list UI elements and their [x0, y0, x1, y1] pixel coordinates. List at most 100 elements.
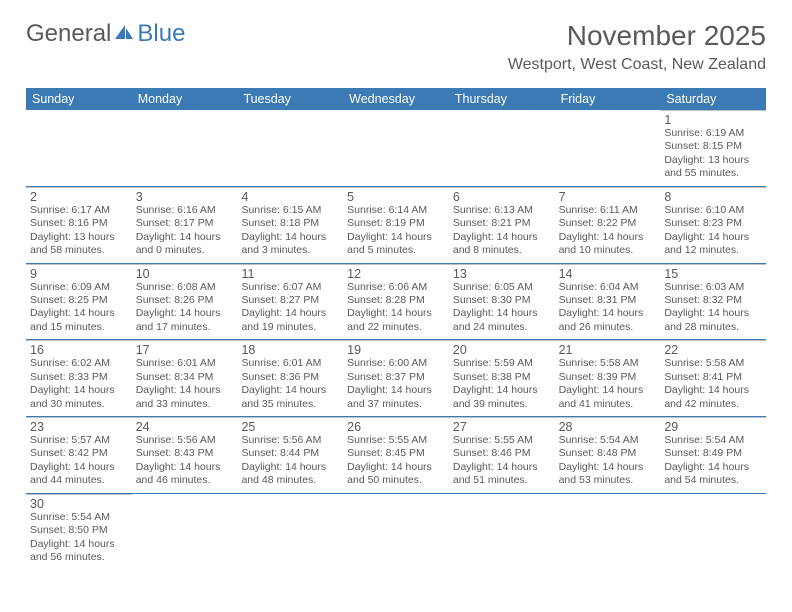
day-info: Sunrise: 6:01 AMSunset: 8:36 PMDaylight:…	[241, 357, 339, 411]
day-info: Sunrise: 5:58 AMSunset: 8:41 PMDaylight:…	[664, 357, 762, 411]
day-info: Sunrise: 6:15 AMSunset: 8:18 PMDaylight:…	[241, 204, 339, 258]
calendar-cell-empty	[449, 494, 555, 570]
day-info: Sunrise: 5:58 AMSunset: 8:39 PMDaylight:…	[559, 357, 657, 411]
calendar-cell-empty	[343, 494, 449, 570]
day-info: Sunrise: 6:01 AMSunset: 8:34 PMDaylight:…	[136, 357, 234, 411]
calendar-cell-empty	[660, 494, 766, 570]
weekday-header: Thursday	[449, 88, 555, 110]
day-info: Sunrise: 6:02 AMSunset: 8:33 PMDaylight:…	[30, 357, 128, 411]
day-info: Sunrise: 6:17 AMSunset: 8:16 PMDaylight:…	[30, 204, 128, 258]
calendar-cell: 20Sunrise: 5:59 AMSunset: 8:38 PMDayligh…	[449, 340, 555, 416]
day-number: 18	[241, 343, 339, 357]
day-number: 5	[347, 190, 445, 204]
day-number: 2	[30, 190, 128, 204]
day-number: 27	[453, 420, 551, 434]
day-number: 17	[136, 343, 234, 357]
day-info: Sunrise: 6:05 AMSunset: 8:30 PMDaylight:…	[453, 281, 551, 335]
calendar-cell: 28Sunrise: 5:54 AMSunset: 8:48 PMDayligh…	[555, 417, 661, 493]
calendar-week: 2Sunrise: 6:17 AMSunset: 8:16 PMDaylight…	[26, 187, 766, 264]
calendar-cell: 23Sunrise: 5:57 AMSunset: 8:42 PMDayligh…	[26, 417, 132, 493]
calendar-cell: 5Sunrise: 6:14 AMSunset: 8:19 PMDaylight…	[343, 187, 449, 263]
calendar-week: 9Sunrise: 6:09 AMSunset: 8:25 PMDaylight…	[26, 264, 766, 341]
calendar-cell: 8Sunrise: 6:10 AMSunset: 8:23 PMDaylight…	[660, 187, 766, 263]
day-info: Sunrise: 6:13 AMSunset: 8:21 PMDaylight:…	[453, 204, 551, 258]
day-info: Sunrise: 6:03 AMSunset: 8:32 PMDaylight:…	[664, 281, 762, 335]
day-info: Sunrise: 6:04 AMSunset: 8:31 PMDaylight:…	[559, 281, 657, 335]
weekday-header: Monday	[132, 88, 238, 110]
logo-text-1: General	[26, 20, 111, 48]
day-info: Sunrise: 5:56 AMSunset: 8:43 PMDaylight:…	[136, 434, 234, 488]
calendar-cell: 10Sunrise: 6:08 AMSunset: 8:26 PMDayligh…	[132, 264, 238, 340]
calendar-cell-empty	[26, 110, 132, 186]
weekday-header: Tuesday	[237, 88, 343, 110]
calendar-cell-empty	[132, 494, 238, 570]
day-info: Sunrise: 6:08 AMSunset: 8:26 PMDaylight:…	[136, 281, 234, 335]
day-info: Sunrise: 5:55 AMSunset: 8:45 PMDaylight:…	[347, 434, 445, 488]
day-number: 14	[559, 267, 657, 281]
calendar-cell: 15Sunrise: 6:03 AMSunset: 8:32 PMDayligh…	[660, 264, 766, 340]
calendar-cell: 7Sunrise: 6:11 AMSunset: 8:22 PMDaylight…	[555, 187, 661, 263]
day-info: Sunrise: 6:06 AMSunset: 8:28 PMDaylight:…	[347, 281, 445, 335]
day-number: 9	[30, 267, 128, 281]
calendar-cell: 18Sunrise: 6:01 AMSunset: 8:36 PMDayligh…	[237, 340, 343, 416]
calendar-cell: 2Sunrise: 6:17 AMSunset: 8:16 PMDaylight…	[26, 187, 132, 263]
day-info: Sunrise: 5:55 AMSunset: 8:46 PMDaylight:…	[453, 434, 551, 488]
day-number: 4	[241, 190, 339, 204]
calendar-cell: 17Sunrise: 6:01 AMSunset: 8:34 PMDayligh…	[132, 340, 238, 416]
day-info: Sunrise: 6:19 AMSunset: 8:15 PMDaylight:…	[664, 127, 762, 181]
calendar-cell: 29Sunrise: 5:54 AMSunset: 8:49 PMDayligh…	[660, 417, 766, 493]
weekday-header: Saturday	[660, 88, 766, 110]
calendar-cell: 4Sunrise: 6:15 AMSunset: 8:18 PMDaylight…	[237, 187, 343, 263]
day-info: Sunrise: 6:10 AMSunset: 8:23 PMDaylight:…	[664, 204, 762, 258]
day-number: 30	[30, 497, 128, 511]
calendar-cell: 22Sunrise: 5:58 AMSunset: 8:41 PMDayligh…	[660, 340, 766, 416]
calendar-cell: 14Sunrise: 6:04 AMSunset: 8:31 PMDayligh…	[555, 264, 661, 340]
day-info: Sunrise: 5:54 AMSunset: 8:48 PMDaylight:…	[559, 434, 657, 488]
day-number: 10	[136, 267, 234, 281]
day-info: Sunrise: 5:59 AMSunset: 8:38 PMDaylight:…	[453, 357, 551, 411]
calendar-cell-empty	[449, 110, 555, 186]
day-info: Sunrise: 5:54 AMSunset: 8:49 PMDaylight:…	[664, 434, 762, 488]
day-number: 12	[347, 267, 445, 281]
logo: General Blue	[26, 20, 185, 48]
day-info: Sunrise: 6:07 AMSunset: 8:27 PMDaylight:…	[241, 281, 339, 335]
weekday-header: Sunday	[26, 88, 132, 110]
day-number: 16	[30, 343, 128, 357]
calendar-cell: 19Sunrise: 6:00 AMSunset: 8:37 PMDayligh…	[343, 340, 449, 416]
day-number: 28	[559, 420, 657, 434]
day-info: Sunrise: 5:57 AMSunset: 8:42 PMDaylight:…	[30, 434, 128, 488]
day-number: 3	[136, 190, 234, 204]
logo-sail-icon	[113, 23, 135, 41]
calendar-cell: 26Sunrise: 5:55 AMSunset: 8:45 PMDayligh…	[343, 417, 449, 493]
calendar-cell: 1Sunrise: 6:19 AMSunset: 8:15 PMDaylight…	[660, 110, 766, 186]
day-number: 23	[30, 420, 128, 434]
day-info: Sunrise: 6:00 AMSunset: 8:37 PMDaylight:…	[347, 357, 445, 411]
day-number: 29	[664, 420, 762, 434]
day-number: 22	[664, 343, 762, 357]
calendar-cell: 25Sunrise: 5:56 AMSunset: 8:44 PMDayligh…	[237, 417, 343, 493]
weekday-header: Friday	[555, 88, 661, 110]
calendar-cell: 9Sunrise: 6:09 AMSunset: 8:25 PMDaylight…	[26, 264, 132, 340]
calendar-cell: 11Sunrise: 6:07 AMSunset: 8:27 PMDayligh…	[237, 264, 343, 340]
title-block: November 2025 Westport, West Coast, New …	[508, 20, 766, 74]
header: General Blue November 2025 Westport, Wes…	[26, 20, 766, 74]
day-number: 20	[453, 343, 551, 357]
calendar-cell-empty	[555, 110, 661, 186]
calendar-cell: 21Sunrise: 5:58 AMSunset: 8:39 PMDayligh…	[555, 340, 661, 416]
calendar-cell: 13Sunrise: 6:05 AMSunset: 8:30 PMDayligh…	[449, 264, 555, 340]
day-number: 15	[664, 267, 762, 281]
location: Westport, West Coast, New Zealand	[508, 56, 766, 74]
weekday-header: Wednesday	[343, 88, 449, 110]
day-number: 25	[241, 420, 339, 434]
day-info: Sunrise: 6:11 AMSunset: 8:22 PMDaylight:…	[559, 204, 657, 258]
day-info: Sunrise: 5:56 AMSunset: 8:44 PMDaylight:…	[241, 434, 339, 488]
day-number: 24	[136, 420, 234, 434]
day-info: Sunrise: 5:54 AMSunset: 8:50 PMDaylight:…	[30, 511, 128, 565]
calendar-cell-empty	[555, 494, 661, 570]
logo-text-2: Blue	[137, 20, 185, 48]
day-number: 6	[453, 190, 551, 204]
calendar-week: 1Sunrise: 6:19 AMSunset: 8:15 PMDaylight…	[26, 110, 766, 187]
calendar-cell-empty	[237, 110, 343, 186]
day-info: Sunrise: 6:16 AMSunset: 8:17 PMDaylight:…	[136, 204, 234, 258]
calendar-body: 1Sunrise: 6:19 AMSunset: 8:15 PMDaylight…	[26, 110, 766, 570]
